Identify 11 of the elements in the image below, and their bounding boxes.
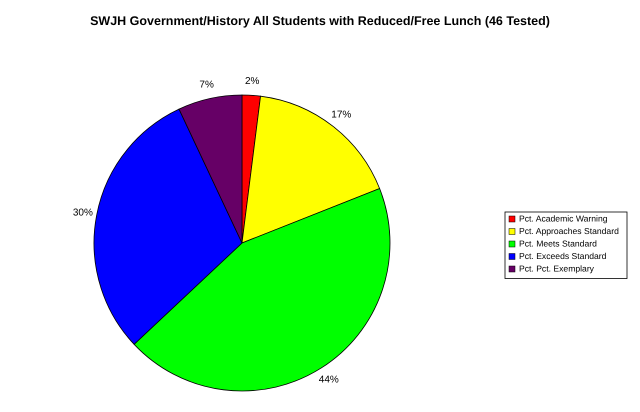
legend-label: Pct. Meets Standard — [519, 238, 598, 248]
legend-label: Pct. Academic Warning — [519, 213, 608, 224]
legend-label: Pct. Approaches Standard — [519, 226, 620, 236]
data-label: 7% — [199, 80, 214, 91]
data-label: 44% — [318, 374, 339, 386]
legend-label: Pct. Exceeds Standard — [519, 250, 607, 261]
data-label: 30% — [72, 207, 93, 218]
data-label: 17% — [331, 110, 352, 121]
legend-label: Pct. Pct. Exemplary — [519, 263, 595, 274]
chart-title: SWJH Government/History All Students with Reduced/Free Lunch (46 Tested) — [90, 14, 550, 28]
data-label: 2% — [244, 76, 260, 87]
